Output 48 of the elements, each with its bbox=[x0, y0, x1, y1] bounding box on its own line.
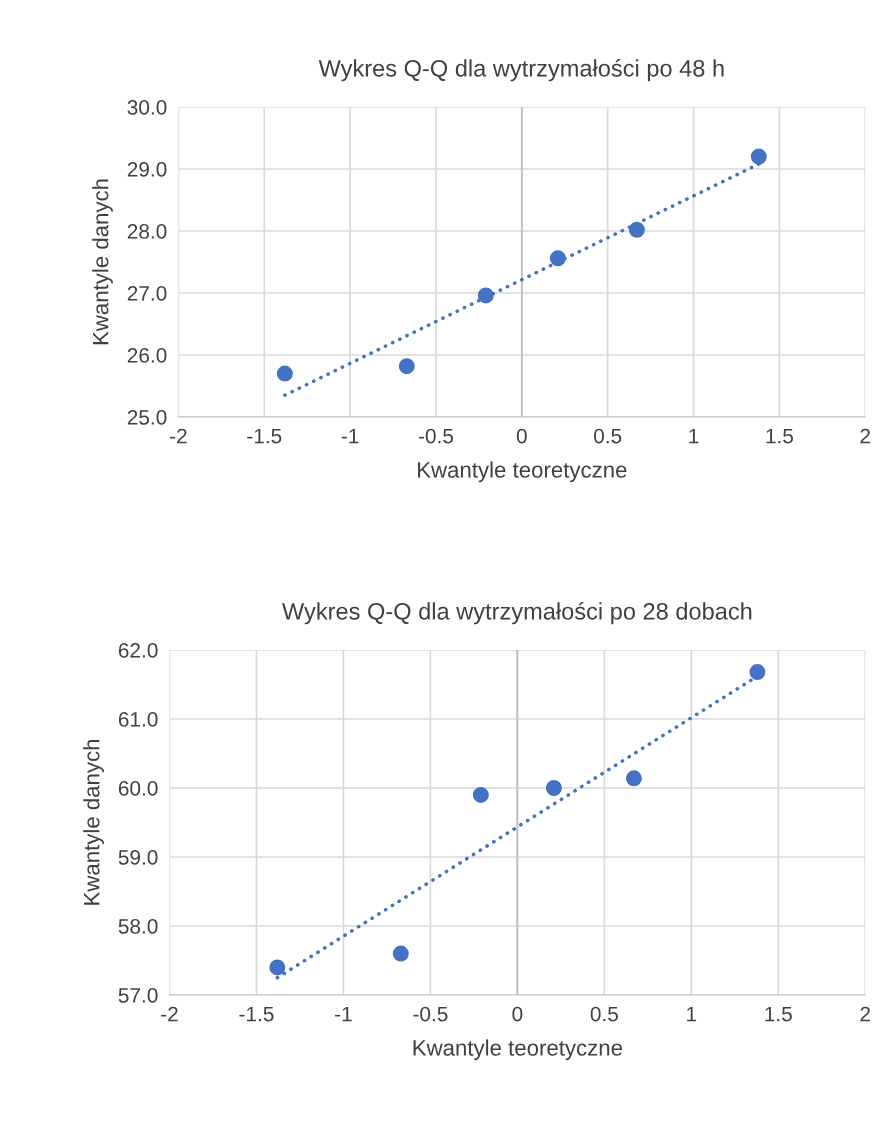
y-tick-label: 27.0 bbox=[127, 286, 167, 301]
x-tick-label: -1 bbox=[341, 428, 359, 444]
x-tick-label: -0.5 bbox=[413, 1006, 448, 1022]
y-axis-title: Kwantyle danych bbox=[92, 179, 113, 345]
point bbox=[749, 664, 766, 681]
chart-title: Wykres Q-Q dla wytrzymałości po 48 h bbox=[318, 59, 724, 82]
x-tick-label: -0.5 bbox=[418, 428, 454, 444]
y-tick-label: 62.0 bbox=[118, 643, 158, 658]
point bbox=[398, 358, 415, 375]
y-tick-label: 30.0 bbox=[127, 100, 167, 115]
point bbox=[628, 221, 645, 238]
x-tick-label: -2 bbox=[170, 428, 187, 444]
point bbox=[750, 148, 767, 165]
y-tick-label: 57.0 bbox=[118, 988, 158, 1003]
y-tick-label: 58.0 bbox=[118, 919, 158, 934]
x-tick-label: 0.5 bbox=[594, 428, 622, 444]
x-tick-label: 0 bbox=[512, 1006, 523, 1022]
y-tick-label: 26.0 bbox=[127, 348, 167, 363]
x-tick-label: 1 bbox=[687, 1006, 697, 1022]
x-axis-title: Kwantyle teoretyczne bbox=[418, 461, 627, 483]
x-tick-label: 0.5 bbox=[590, 1006, 618, 1022]
point bbox=[276, 365, 293, 382]
point bbox=[392, 945, 409, 962]
point bbox=[269, 959, 286, 976]
x-tick-label: 2 bbox=[860, 428, 870, 444]
point bbox=[477, 287, 494, 304]
chart-title: Wykres Q-Q dla wytrzymałości po 28 dobach bbox=[282, 602, 752, 625]
point bbox=[472, 786, 489, 803]
y-tick-label: 25.0 bbox=[127, 410, 167, 425]
x-axis-title: Kwantyle teoretyczne bbox=[413, 1039, 622, 1061]
y-tick-label: 28.0 bbox=[127, 224, 167, 239]
y-axis-title: Kwantyle danych bbox=[83, 739, 104, 905]
x-tick-label: -1.5 bbox=[247, 428, 282, 444]
y-tick-label: 60.0 bbox=[118, 781, 158, 796]
x-tick-label: 1 bbox=[689, 428, 699, 444]
point bbox=[549, 250, 566, 267]
x-tick-label: -1.5 bbox=[239, 1006, 274, 1022]
y-tick-label: 61.0 bbox=[118, 712, 158, 727]
x-tick-label: 1.5 bbox=[765, 1006, 792, 1022]
x-tick-label: -1 bbox=[335, 1006, 352, 1022]
x-tick-label: 0 bbox=[516, 428, 527, 444]
y-tick-label: 29.0 bbox=[127, 162, 167, 177]
point bbox=[625, 770, 642, 787]
x-tick-label: -2 bbox=[161, 1006, 178, 1022]
x-tick-label: 1.5 bbox=[766, 428, 793, 444]
y-tick-label: 59.0 bbox=[118, 850, 158, 865]
x-tick-label: 2 bbox=[860, 1006, 870, 1022]
point bbox=[545, 780, 562, 796]
